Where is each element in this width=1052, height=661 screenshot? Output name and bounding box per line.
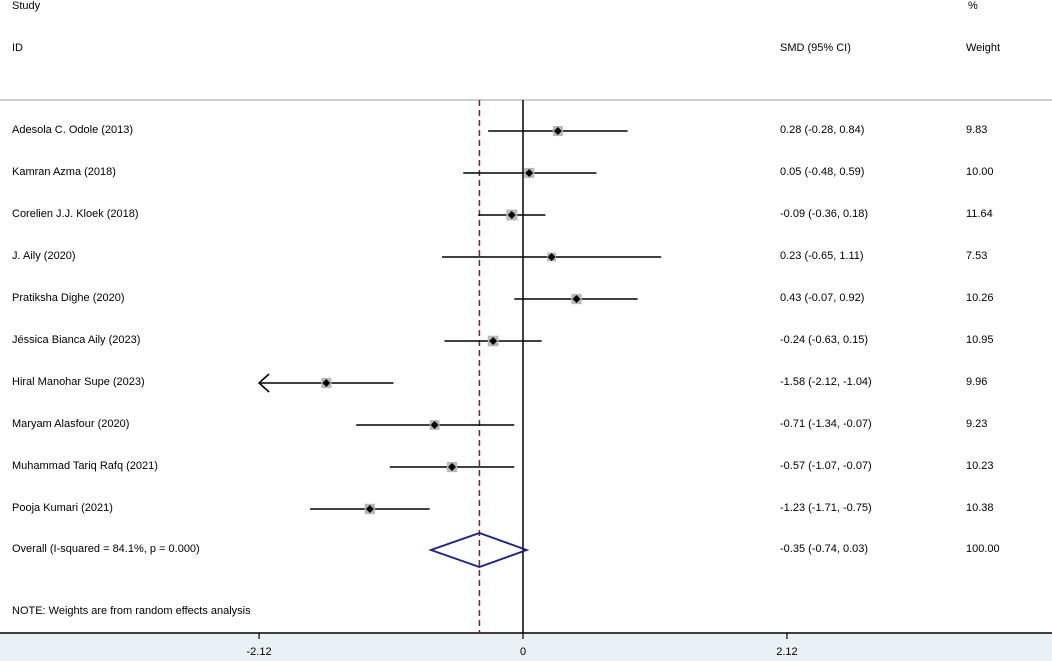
header-id: ID <box>12 42 23 54</box>
study-ci-text: -0.57 (-1.07, -0.07) <box>780 460 872 472</box>
study-label: J. Aily (2020) <box>12 250 76 262</box>
axis-band <box>0 633 1052 661</box>
study-weight-text: 10.95 <box>966 334 994 346</box>
study-weight-text: 10.38 <box>966 502 994 514</box>
point-estimate <box>489 337 498 345</box>
study-weight-text: 9.83 <box>966 124 988 136</box>
point-estimate <box>365 505 374 513</box>
study-label: Pooja Kumari (2021) <box>12 502 113 514</box>
study-label: Pratiksha Dighe (2020) <box>12 292 125 304</box>
study-label: Muhammad Tariq Rafq (2021) <box>12 460 158 472</box>
point-estimate <box>430 421 439 429</box>
study-ci-text: 0.43 (-0.07, 0.92) <box>780 292 865 304</box>
point-estimate <box>547 253 556 261</box>
overall-diamond <box>428 532 530 568</box>
study-ci-text: -0.71 (-1.34, -0.07) <box>780 418 872 430</box>
study-weight-text: 7.53 <box>966 250 988 262</box>
study-ci-text: -0.24 (-0.63, 0.15) <box>780 334 869 346</box>
study-ci-text: 0.05 (-0.48, 0.59) <box>780 166 865 178</box>
study-label: Maryam Alasfour (2020) <box>12 418 130 430</box>
study-ci-text: -1.23 (-1.71, -0.75) <box>780 502 872 514</box>
overall-ci-text: -0.35 (-0.74, 0.03) <box>780 543 869 555</box>
study-weight-text: 9.23 <box>966 418 988 430</box>
study-label: Jéssica Bianca Aily (2023) <box>12 334 141 346</box>
point-estimate <box>322 379 331 387</box>
study-weight-text: 9.96 <box>966 376 988 388</box>
study-ci-text: -0.09 (-0.36, 0.18) <box>780 208 869 220</box>
header-study: Study <box>12 0 41 12</box>
header-percent: % <box>968 0 978 12</box>
study-weight-text: 10.23 <box>966 460 994 472</box>
x-axis-tick-label: -2.12 <box>246 646 272 658</box>
x-axis-tick-label: 2.12 <box>776 646 798 658</box>
study-label: Adesola C. Odole (2013) <box>12 124 134 136</box>
study-label: Corelien J.J. Kloek (2018) <box>12 208 139 220</box>
note-text: NOTE: Weights are from random effects an… <box>12 605 251 617</box>
point-estimate <box>448 463 457 471</box>
study-weight-text: 10.00 <box>966 166 994 178</box>
point-estimate <box>525 169 534 177</box>
header-weight: Weight <box>966 42 1001 54</box>
study-weight-text: 11.64 <box>966 208 993 220</box>
point-estimate <box>553 127 562 135</box>
study-label: Hiral Manohar Supe (2023) <box>12 376 145 388</box>
x-axis-tick-label: 0 <box>519 646 527 658</box>
study-ci-text: 0.28 (-0.28, 0.84) <box>780 124 865 136</box>
point-estimate <box>572 295 581 303</box>
ci-arrow-left <box>257 373 270 393</box>
overall-label: Overall (I-squared = 84.1%, p = 0.000) <box>12 543 200 555</box>
point-estimate <box>507 211 516 219</box>
header-smd-ci: SMD (95% CI) <box>780 42 851 54</box>
study-weight-text: 10.26 <box>966 292 994 304</box>
study-ci-text: -1.58 (-2.12, -1.04) <box>780 376 872 388</box>
study-label: Kamran Azma (2018) <box>12 166 116 178</box>
overall-weight-text: 100.00 <box>966 543 1000 555</box>
study-ci-text: 0.23 (-0.65, 1.11) <box>780 250 864 262</box>
